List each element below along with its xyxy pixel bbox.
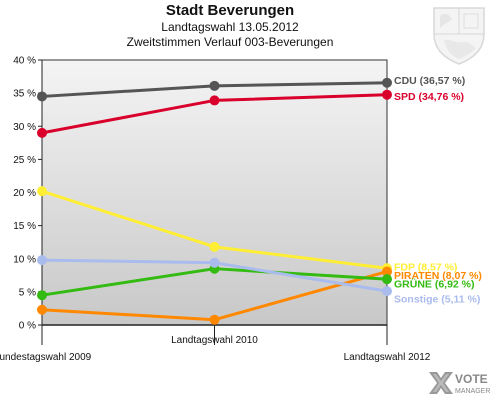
brand-manager-text: MANAGER — [455, 388, 490, 395]
votemanager-logo: VOTE MANAGER — [429, 372, 490, 395]
data-point-piraten — [37, 304, 47, 315]
chart-header: Stadt Beverungen Landtagswahl 13.05.2012… — [0, 2, 460, 50]
data-point-sonstige — [209, 257, 220, 268]
y-tick-label: 5 % — [19, 287, 36, 298]
chart-subtitle-2: Zweitstimmen Verlauf 003-Beverungen — [126, 35, 334, 49]
x-axis-ticks: Bundestagswahl 2009 Landtagswahl 2010 Land… — [0, 325, 431, 363]
data-point-cdu — [209, 80, 220, 91]
chart-subtitle: Landtagswahl 13.05.2012 — [161, 20, 299, 34]
data-point-grüne — [382, 274, 392, 285]
series-label-grüne: GRÜNE (6,92 %) — [394, 278, 475, 291]
coat-of-arms-logo — [433, 7, 485, 65]
y-tick-label: 0 % — [19, 321, 36, 332]
series-label-fdp: FDP (8,57 %) — [394, 262, 457, 274]
data-point-cdu — [37, 91, 47, 102]
data-point-piraten — [382, 266, 392, 277]
data-point-fdp — [37, 186, 47, 197]
y-tick-label: 35 % — [13, 89, 36, 100]
data-point-cdu — [382, 77, 392, 88]
chart-title: Stadt Beverungen — [165, 2, 295, 19]
data-point-spd — [382, 89, 392, 100]
series-label-cdu: CDU (36,57 %) — [394, 75, 465, 87]
y-tick-label: 15 % — [13, 221, 36, 232]
data-point-grüne — [37, 290, 47, 301]
y-tick-label: 25 % — [13, 155, 36, 166]
data-point-sonstige — [382, 286, 392, 297]
x-tick-label: Landtagswahl 2012 — [344, 352, 431, 363]
y-tick-label: 10 % — [13, 254, 36, 265]
x-tick-label: Landtagswahl 2010 — [171, 335, 258, 346]
series-end-labels: CDU (36,57 %) SPD (34,76 %) FDP (8,57 %)PI… — [394, 75, 482, 305]
data-point-spd — [209, 95, 220, 106]
y-tick-label: 20 % — [13, 188, 36, 199]
brand-vote-text: VOTE — [455, 372, 488, 386]
data-point-sonstige — [37, 255, 47, 266]
series-label-spd: SPD (34,76 %) — [394, 91, 464, 103]
series-label-piraten: PIRATEN (8,07 %) — [394, 270, 482, 282]
data-point-spd — [37, 127, 47, 138]
data-point-fdp — [209, 241, 220, 252]
series-points — [37, 77, 392, 325]
series-label-sonstige: Sonstige (5,11 %) — [394, 294, 480, 306]
y-tick-label: 40 % — [13, 56, 36, 67]
y-tick-label: 30 % — [13, 122, 36, 133]
data-point-piraten — [209, 314, 220, 325]
x-tick-label: Bundestagswahl 2009 — [0, 352, 92, 363]
